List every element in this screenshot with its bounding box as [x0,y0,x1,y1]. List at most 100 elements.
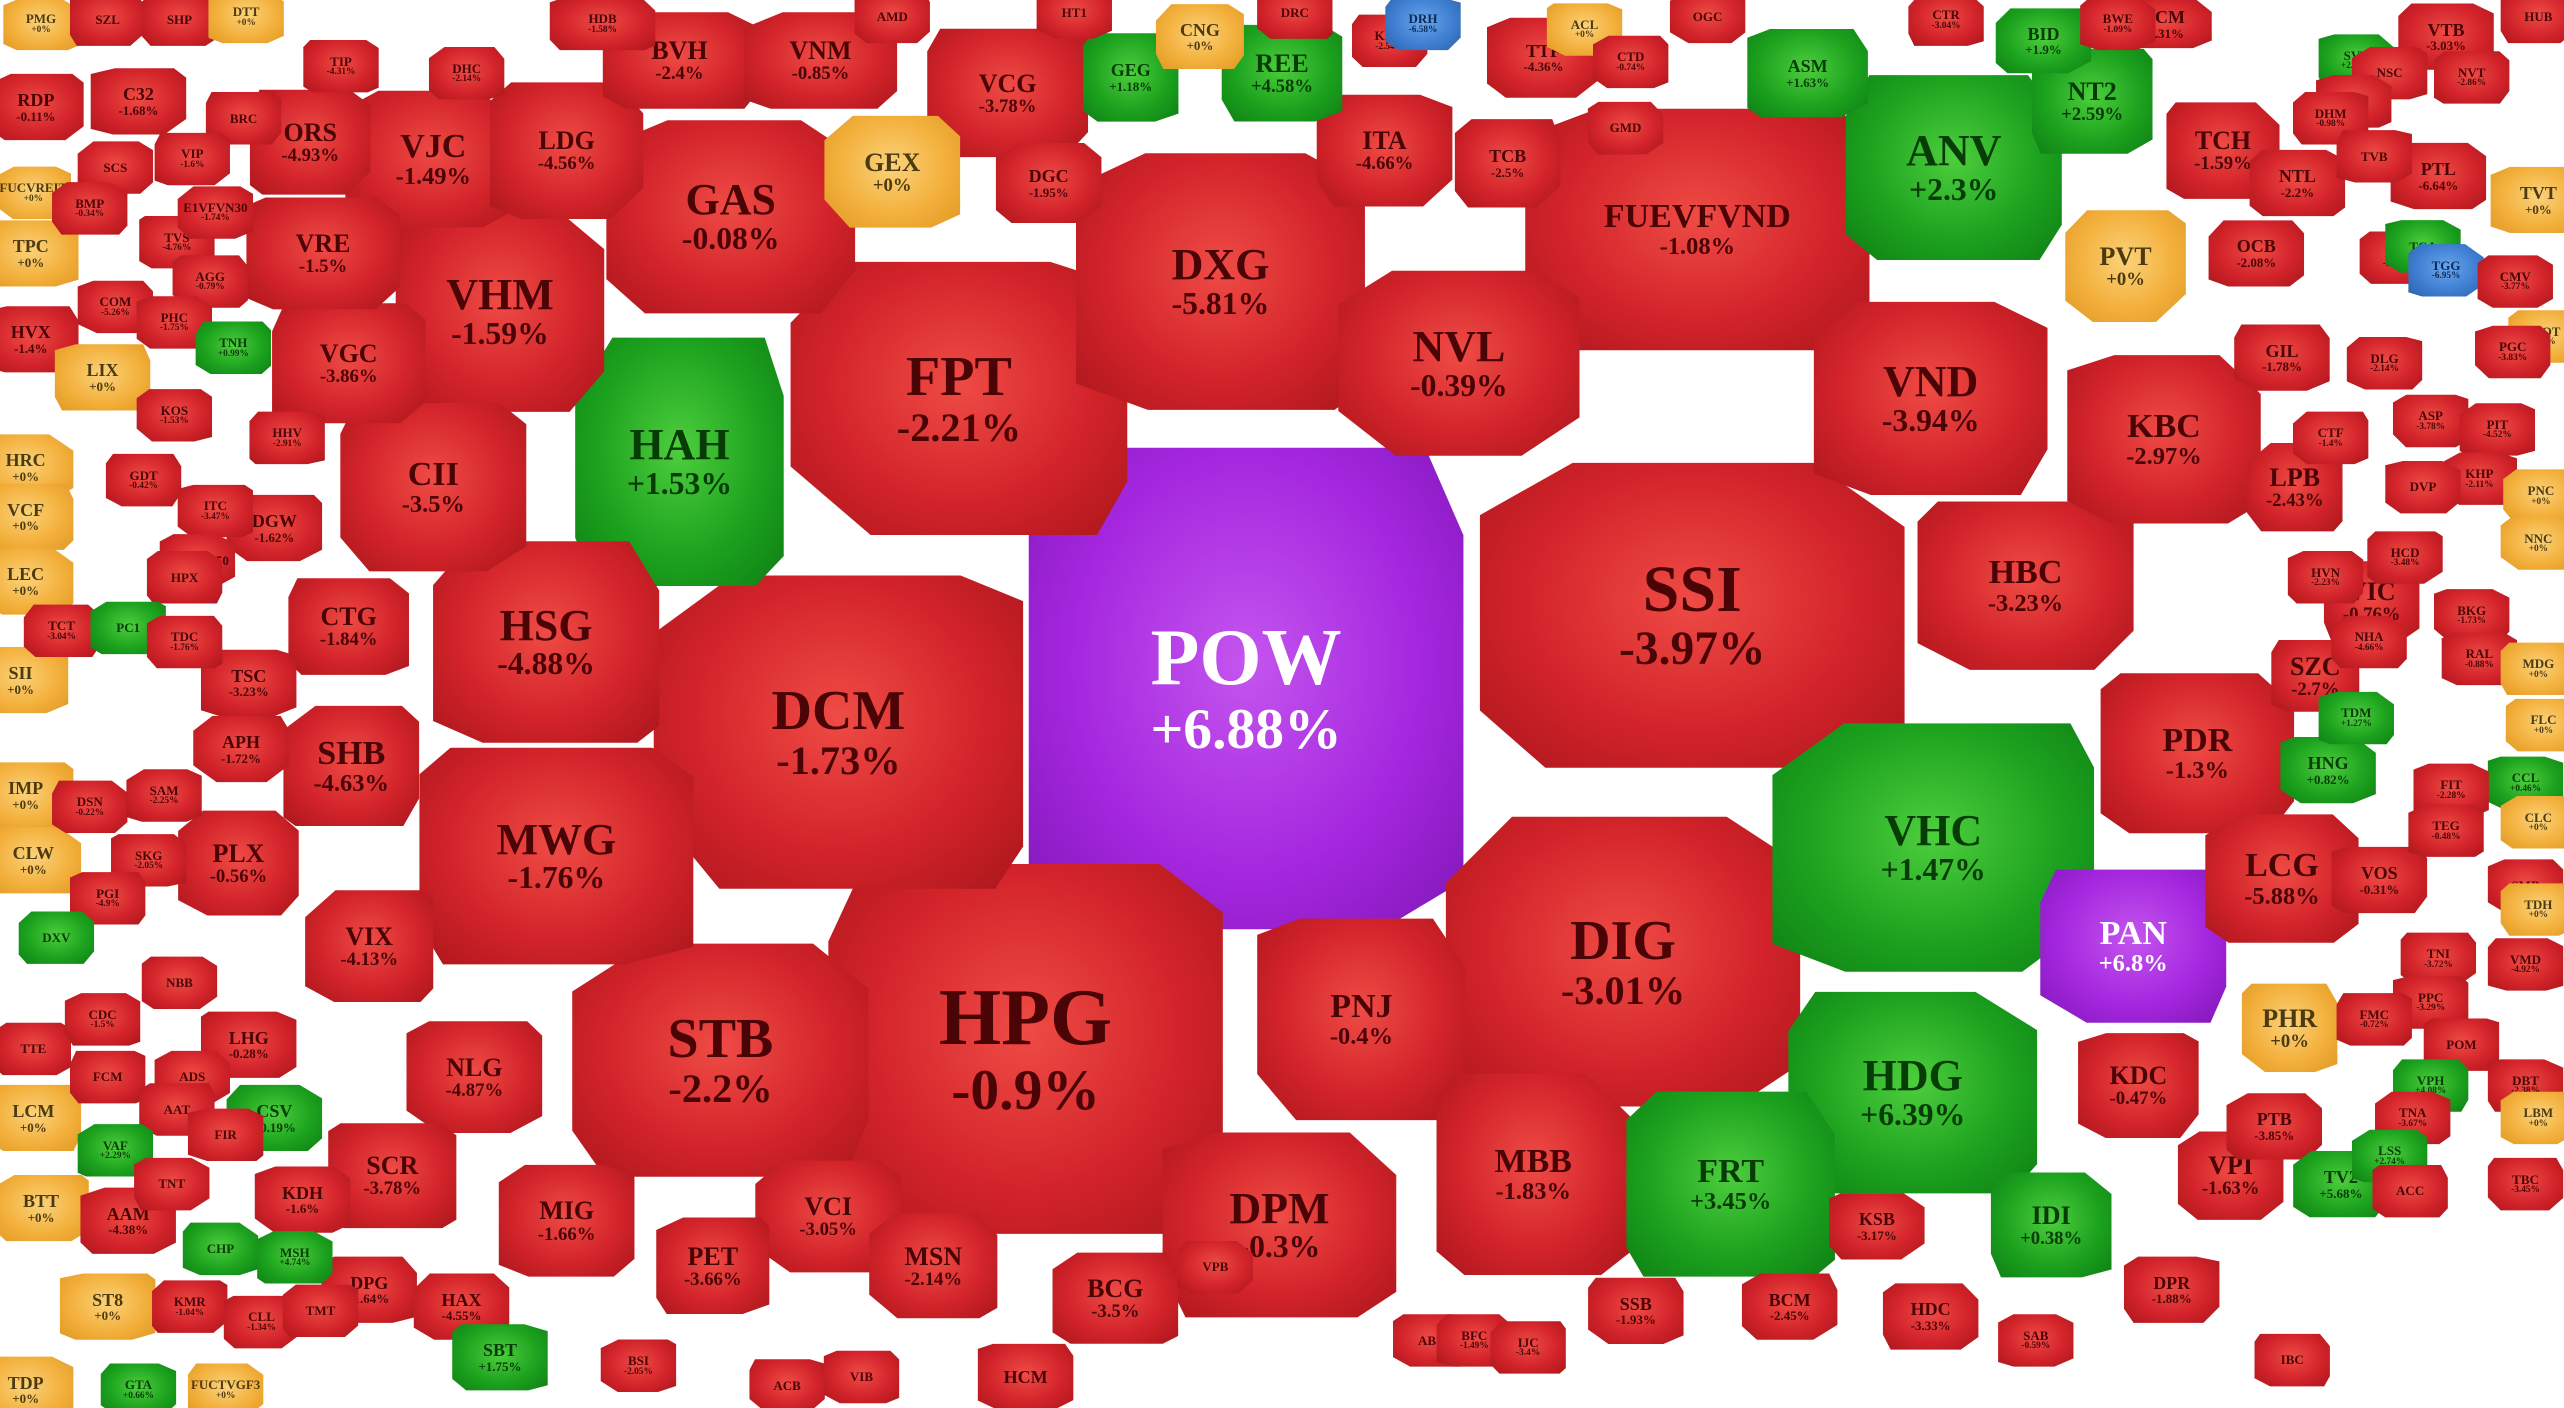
cell-LIX[interactable]: LIX +0% [54,344,151,411]
cell-BCM[interactable]: BCM -2.45% [1741,1273,1838,1340]
cell-NBB[interactable]: NBB [141,956,218,1009]
cell-HCM[interactable]: HCM [977,1343,1074,1408]
cell-C32[interactable]: C32 -1.68% [90,68,187,135]
cell-CHP[interactable]: CHP [182,1222,259,1276]
cell-HHV[interactable]: HHV -2.91% [249,411,325,465]
cell-HT1[interactable]: HT1 [1036,0,1112,39]
cell-HUB[interactable]: HUB [2500,0,2564,44]
cell-CII[interactable]: CII -3.5% [340,402,527,572]
cell-AGG[interactable]: AGG -0.79% [172,255,248,308]
cell-OCB[interactable]: OCB -2.08% [2208,220,2305,287]
cell-HPX[interactable]: HPX [146,551,223,604]
cell-VND[interactable]: VND -3.94% [1813,301,2048,496]
cell-ANV[interactable]: ANV +2.3% [1845,75,2062,260]
cell-DIG[interactable]: DIG -3.01% [1445,816,1801,1107]
cell-HNG[interactable]: HNG +0.82% [2280,737,2376,804]
cell-PNJ[interactable]: PNJ -0.4% [1257,918,1466,1121]
cell-NNC[interactable]: NNC +0% [2500,517,2564,570]
cell-CMV[interactable]: CMV -3.77% [2477,255,2553,308]
cell-VMD[interactable]: VMD -4.92% [2487,938,2564,991]
cell-GTA[interactable]: GTA +0.66% [100,1363,177,1408]
cell-KSB[interactable]: KSB -3.17% [1829,1193,1925,1260]
cell-RDP[interactable]: RDP -0.11% [0,73,84,141]
cell-IJC[interactable]: IJC -3.4% [1490,1321,1566,1374]
cell-TTE[interactable]: TTE [0,1022,72,1076]
cell-TMT[interactable]: TMT [282,1284,359,1338]
cell-CTD[interactable]: CTD -0.74% [1593,35,1669,89]
cell-ST8[interactable]: ST8 +0% [59,1273,156,1340]
cell-DRH[interactable]: DRH -6.58% [1385,0,1461,51]
cell-ITC[interactable]: ITC -3.47% [177,484,254,538]
cell-KDC[interactable]: KDC -0.47% [2078,1033,2199,1138]
cell-PMG[interactable]: PMG +0% [3,0,79,51]
cell-CDC[interactable]: CDC -1.5% [64,993,141,1046]
cell-GEX[interactable]: GEX +0% [824,115,961,228]
cell-IBC[interactable]: IBC [2254,1333,2330,1387]
cell-CNG[interactable]: CNG +0% [1155,4,1244,70]
cell-TVB[interactable]: TVB [2336,130,2412,183]
cell-HBC[interactable]: HBC -3.23% [1917,501,2134,670]
cell-NVT[interactable]: NVT -2.86% [2434,51,2510,104]
cell-LEC[interactable]: LEC +0% [0,548,74,615]
cell-TEG[interactable]: TEG -0.48% [2408,804,2484,857]
cell-FUEVFVND[interactable]: FUEVFVND -1.08% [1525,108,1870,351]
cell-ACC[interactable]: ACC [2372,1164,2448,1218]
cell-TCT[interactable]: TCT -3.04% [23,604,100,657]
cell-VGC[interactable]: VGC -3.86% [272,303,426,424]
cell-BRC[interactable]: BRC [205,92,282,145]
cell-NLG[interactable]: NLG -4.87% [406,1021,543,1134]
cell-CTG[interactable]: CTG -1.84% [288,578,409,675]
cell-MDG[interactable]: MDG +0% [2500,642,2564,696]
cell-HSG[interactable]: HSG -4.88% [433,541,660,743]
cell-DPM[interactable]: DPM -0.3% [1162,1132,1397,1318]
cell-FUCTVGF3[interactable]: FUCTVGF3 +0% [187,1363,264,1408]
cell-FLC[interactable]: FLC +0% [2505,698,2564,752]
cell-SBT[interactable]: SBT +1.75% [452,1324,548,1391]
cell-ASM[interactable]: ASM +1.63% [1747,29,1868,118]
cell-SII[interactable]: SII +0% [0,646,69,714]
cell-ASP[interactable]: ASP -3.78% [2392,394,2469,448]
cell-CTR[interactable]: CTR -3.04% [1908,0,1984,46]
cell-FCM[interactable]: FCM [69,1050,146,1104]
cell-MSH[interactable]: MSH +4.74% [257,1231,333,1284]
cell-ITA[interactable]: ITA -4.66% [1316,94,1453,207]
cell-TVT[interactable]: TVT +0% [2490,166,2564,234]
cell-BMP[interactable]: BMP -0.34% [52,182,128,235]
cell-VCI[interactable]: VCI -3.05% [755,1160,902,1273]
cell-SZL[interactable]: SZL [69,0,146,46]
cell-ACB[interactable]: ACB [749,1359,825,1408]
cell-PNC[interactable]: PNC +0% [2503,469,2564,522]
cell-PAN[interactable]: PAN +6.8% [2040,869,2227,1023]
cell-SSB[interactable]: SSB -1.93% [1588,1277,1684,1344]
cell-TGG[interactable]: TGG -6.95% [2408,244,2484,297]
cell-PIT[interactable]: PIT -4.52% [2459,403,2536,456]
cell-DXG[interactable]: DXG -5.81% [1075,153,1365,410]
cell-TDH[interactable]: TDH +0% [2500,883,2564,936]
cell-PET[interactable]: PET -3.66% [656,1217,770,1315]
cell-SAM[interactable]: SAM -2.25% [126,769,202,822]
cell-DXV[interactable]: DXV [18,911,95,964]
cell-FIR[interactable]: FIR [187,1108,264,1162]
cell-BTT[interactable]: BTT +0% [0,1174,89,1242]
cell-PGC[interactable]: PGC -3.83% [2475,325,2551,379]
cell-BWE[interactable]: BWE -1.09% [2080,0,2156,51]
cell-APH[interactable]: APH -1.72% [193,715,289,783]
cell-VIB[interactable]: VIB [823,1350,900,1404]
cell-TCB[interactable]: TCB -2.5% [1454,119,1561,208]
cell-MWG[interactable]: MWG -1.76% [419,747,694,965]
cell-IDI[interactable]: IDI +0.38% [1990,1172,2112,1278]
cell-VOS[interactable]: VOS -0.31% [2331,846,2428,914]
cell-MIG[interactable]: MIG -1.66% [498,1164,635,1277]
cell-NHA[interactable]: NHA -4.66% [2331,615,2407,669]
cell-DHC[interactable]: DHC -2.14% [428,46,505,100]
cell-MBB[interactable]: MBB -1.83% [1436,1073,1630,1275]
cell-TNT[interactable]: TNT [134,1157,210,1211]
cell-PHR[interactable]: PHR +0% [2241,983,2338,1072]
cell-KDH[interactable]: KDH -1.6% [254,1166,351,1233]
cell-HDB[interactable]: HDB -1.58% [549,0,656,51]
cell-PLX[interactable]: PLX -0.56% [178,810,299,916]
cell-LBM[interactable]: LBM +0% [2500,1091,2564,1145]
cell-VIP[interactable]: VIP -1.6% [154,132,230,186]
cell-FRT[interactable]: FRT +3.45% [1626,1091,1835,1277]
cell-GMD[interactable]: GMD [1587,101,1664,155]
